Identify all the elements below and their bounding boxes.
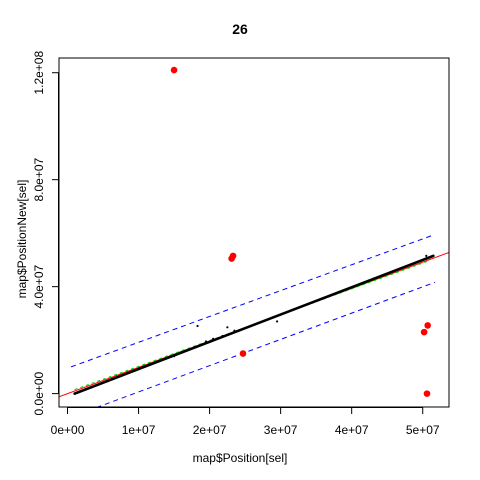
x-tick-label: 5e+07 (406, 423, 440, 437)
outlier-point (228, 255, 235, 262)
plot-frame (58, 57, 450, 408)
x-tick-label: 3e+07 (264, 423, 298, 437)
confidence-bound-line (70, 234, 435, 368)
data-point (428, 256, 431, 259)
outlier-point (239, 350, 247, 357)
y-tick-label: 8.0e+07 (32, 158, 46, 202)
outlier-point (170, 66, 178, 74)
y-axis-label: map$PositionNew[sel] (15, 179, 29, 299)
data-point (221, 335, 224, 338)
y-axis: 0.0e+00 4.0e+07 8.0e+07 1.2e+08 (32, 51, 59, 415)
x-tick-label: 0e+00 (51, 423, 85, 437)
data-point (212, 337, 215, 340)
data-points (73, 66, 435, 397)
data-point (196, 324, 199, 328)
confidence-bound-line (96, 281, 435, 407)
data-point (204, 340, 208, 343)
x-axis: 0e+00 1e+07 2e+07 3e+07 4e+07 5e+07 (51, 407, 440, 437)
outlier-point (420, 328, 428, 336)
x-tick-label: 4e+07 (335, 423, 369, 437)
x-tick-label: 2e+07 (193, 423, 227, 437)
x-axis-label: map$Position[sel] (192, 451, 288, 465)
x-tick-label: 1e+07 (122, 423, 156, 437)
y-tick-label: 1.2e+08 (32, 51, 46, 95)
data-point (233, 329, 236, 332)
chart-title: 26 (232, 21, 248, 37)
outlier-point (424, 322, 431, 329)
data-point (275, 320, 279, 323)
y-tick-label: 4.0e+07 (32, 264, 46, 308)
data-point (172, 355, 176, 358)
data-point (425, 254, 428, 258)
data-point (226, 326, 229, 329)
y-tick-label: 0.0e+00 (32, 371, 46, 415)
data-point-band (73, 254, 435, 395)
data-point (180, 351, 183, 354)
outlier-point (423, 390, 431, 397)
